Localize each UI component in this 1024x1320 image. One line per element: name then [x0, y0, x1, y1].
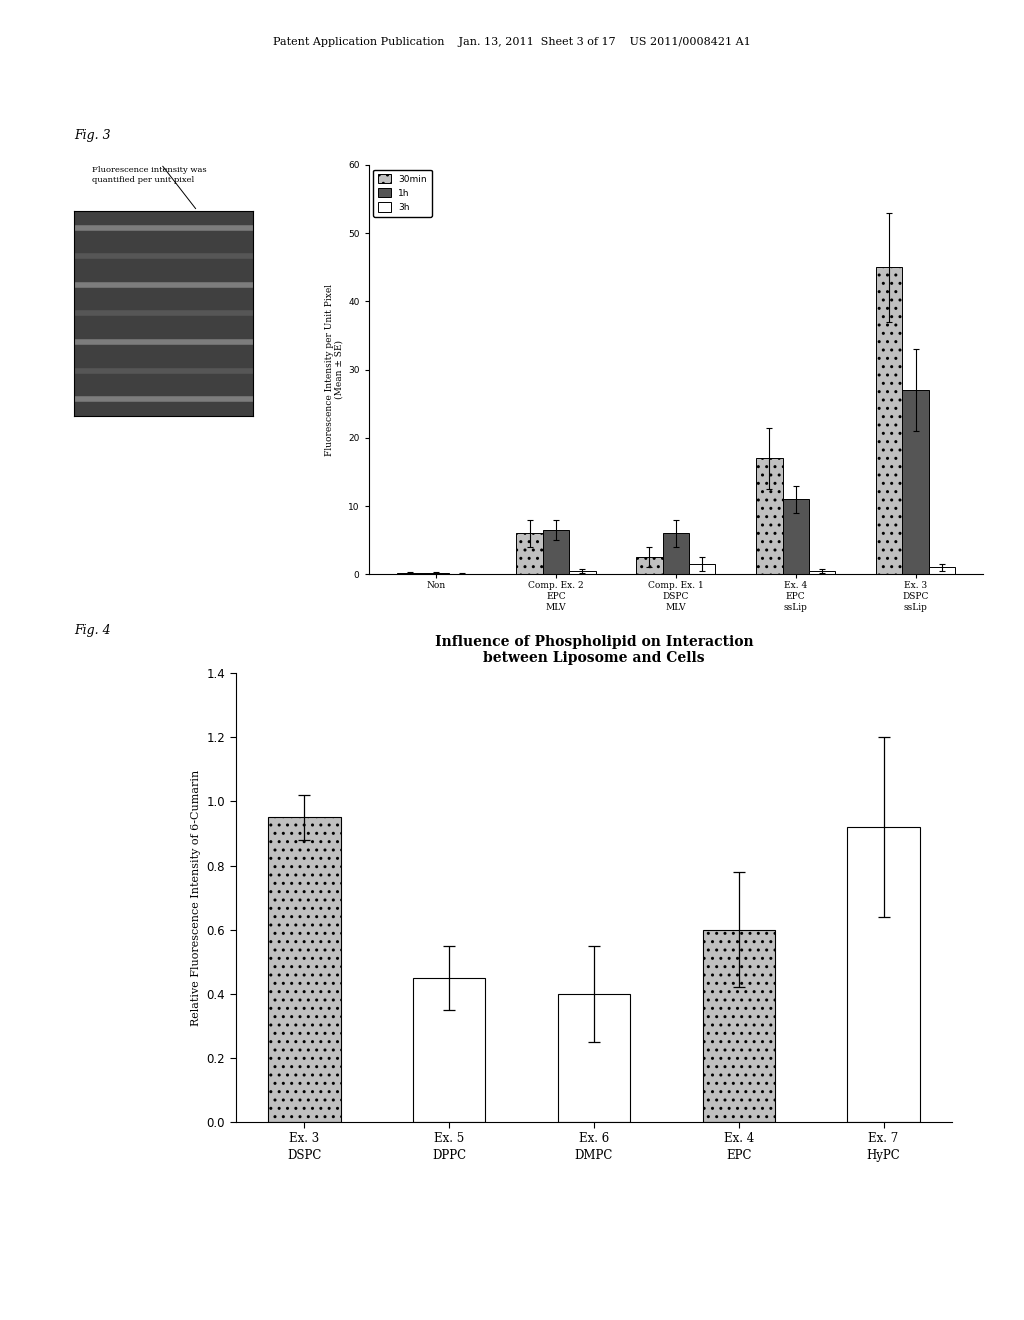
- Y-axis label: Relative Fluorescence Intensity of 6-Cumarin: Relative Fluorescence Intensity of 6-Cum…: [190, 770, 201, 1026]
- Legend: 30min, 1h, 3h: 30min, 1h, 3h: [373, 169, 431, 216]
- Bar: [516, 533, 543, 574]
- Text: Fluorescence intensity was
quantified per unit pixel: Fluorescence intensity was quantified pe…: [92, 166, 207, 183]
- Bar: [689, 564, 716, 574]
- Bar: [558, 994, 630, 1122]
- Bar: [268, 817, 341, 1122]
- Bar: [663, 533, 689, 574]
- Bar: [902, 391, 929, 574]
- Bar: [396, 573, 423, 574]
- Bar: [756, 458, 782, 574]
- Y-axis label: Fluorescence Intensity per Unit Pixel
(Mean ± SE): Fluorescence Intensity per Unit Pixel (M…: [325, 284, 344, 455]
- Text: Fig. 3: Fig. 3: [74, 128, 111, 141]
- Bar: [569, 570, 596, 574]
- Text: Patent Application Publication    Jan. 13, 2011  Sheet 3 of 17    US 2011/000842: Patent Application Publication Jan. 13, …: [273, 37, 751, 48]
- Text: Fig. 4: Fig. 4: [74, 623, 111, 636]
- Bar: [809, 570, 836, 574]
- Title: Influence of Phospholipid on Interaction
between Liposome and Cells: Influence of Phospholipid on Interaction…: [434, 635, 754, 665]
- Bar: [413, 978, 485, 1122]
- Bar: [876, 267, 902, 574]
- Bar: [636, 557, 663, 574]
- Bar: [929, 568, 955, 574]
- Bar: [702, 929, 775, 1122]
- Bar: [782, 499, 809, 574]
- Bar: [423, 573, 450, 574]
- Bar: [543, 529, 569, 574]
- Bar: [847, 828, 920, 1122]
